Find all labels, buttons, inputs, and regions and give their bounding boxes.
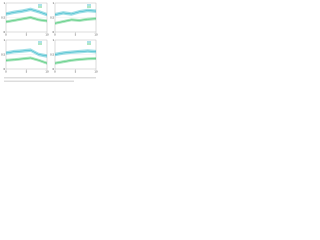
y-tick-label: 1	[53, 1, 55, 5]
caption-line	[4, 80, 74, 82]
band	[6, 16, 47, 24]
y-tick-label: 1	[4, 1, 6, 5]
line	[5, 57, 48, 64]
x-tick-label: 0	[5, 69, 7, 73]
x-tick-label: 10	[94, 32, 98, 36]
line	[54, 58, 97, 64]
y-tick-label: 0.5	[50, 53, 54, 57]
x-tick-label: 10	[94, 69, 98, 73]
y-tick-label: 1	[53, 38, 55, 42]
x-tick-label: 5	[26, 32, 28, 36]
line	[54, 10, 97, 15]
band	[55, 17, 96, 25]
line	[5, 17, 48, 23]
band	[6, 7, 47, 17]
x-tick-label: 10	[45, 32, 49, 36]
y-tick-label: 0	[4, 30, 6, 34]
band	[6, 56, 47, 65]
y-tick-label: 0	[53, 67, 55, 71]
x-tick-label: 0	[54, 69, 56, 73]
line	[5, 49, 48, 57]
x-tick-label: 5	[75, 32, 77, 36]
y-tick-label: 0.5	[1, 16, 5, 20]
y-tick-label: 0	[53, 30, 55, 34]
line	[5, 9, 48, 15]
x-tick-label: 5	[75, 69, 77, 73]
x-tick-label: 10	[45, 69, 49, 73]
y-tick-label: 0	[4, 67, 6, 71]
band	[6, 48, 47, 58]
y-tick-label: 0.5	[1, 53, 5, 57]
x-tick-label: 0	[54, 32, 56, 36]
x-tick-label: 0	[5, 32, 7, 36]
line	[54, 18, 97, 24]
line	[54, 50, 97, 55]
y-tick-label: 1	[4, 38, 6, 42]
x-tick-label: 5	[26, 69, 28, 73]
y-tick-label: 0.5	[50, 16, 54, 20]
caption-line	[4, 77, 96, 79]
